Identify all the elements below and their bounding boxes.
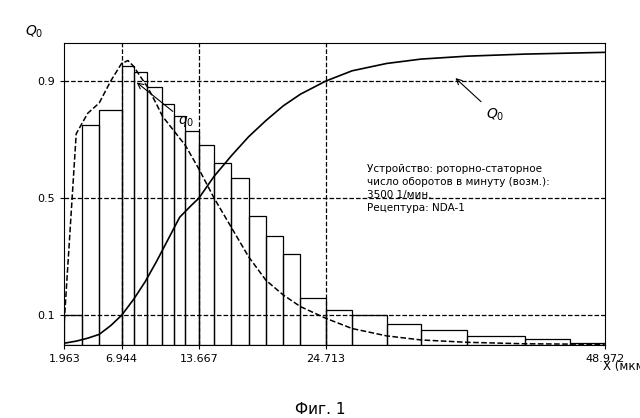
Bar [525,339,570,345]
Bar [147,87,163,345]
Text: $Q_0$: $Q_0$ [26,23,44,40]
Bar [174,116,186,345]
Bar [134,72,147,345]
Bar [232,178,248,345]
Text: $Q_0$: $Q_0$ [456,79,504,123]
Bar [300,298,326,345]
Text: $q_0$: $q_0$ [138,83,194,130]
Bar [64,315,82,345]
Bar [186,131,199,345]
Bar [387,324,421,345]
Bar [214,163,232,345]
Bar [122,66,134,345]
Bar [421,330,467,345]
Bar [352,315,387,345]
Bar [326,309,352,345]
Bar [199,145,214,345]
Bar [467,336,525,345]
Text: Устройство: роторно-статорное
число оборотов в минуту (возм.):
3500 1/мин.
Рецеп: Устройство: роторно-статорное число обор… [367,163,550,213]
Bar [99,110,122,345]
Bar [82,125,99,345]
Bar [163,104,174,345]
Bar [248,216,266,345]
X-axis label: X (мкм): X (мкм) [603,360,640,373]
Bar [570,343,605,345]
Bar [283,254,300,345]
Text: Фиг. 1: Фиг. 1 [295,402,345,417]
Bar [266,236,283,345]
